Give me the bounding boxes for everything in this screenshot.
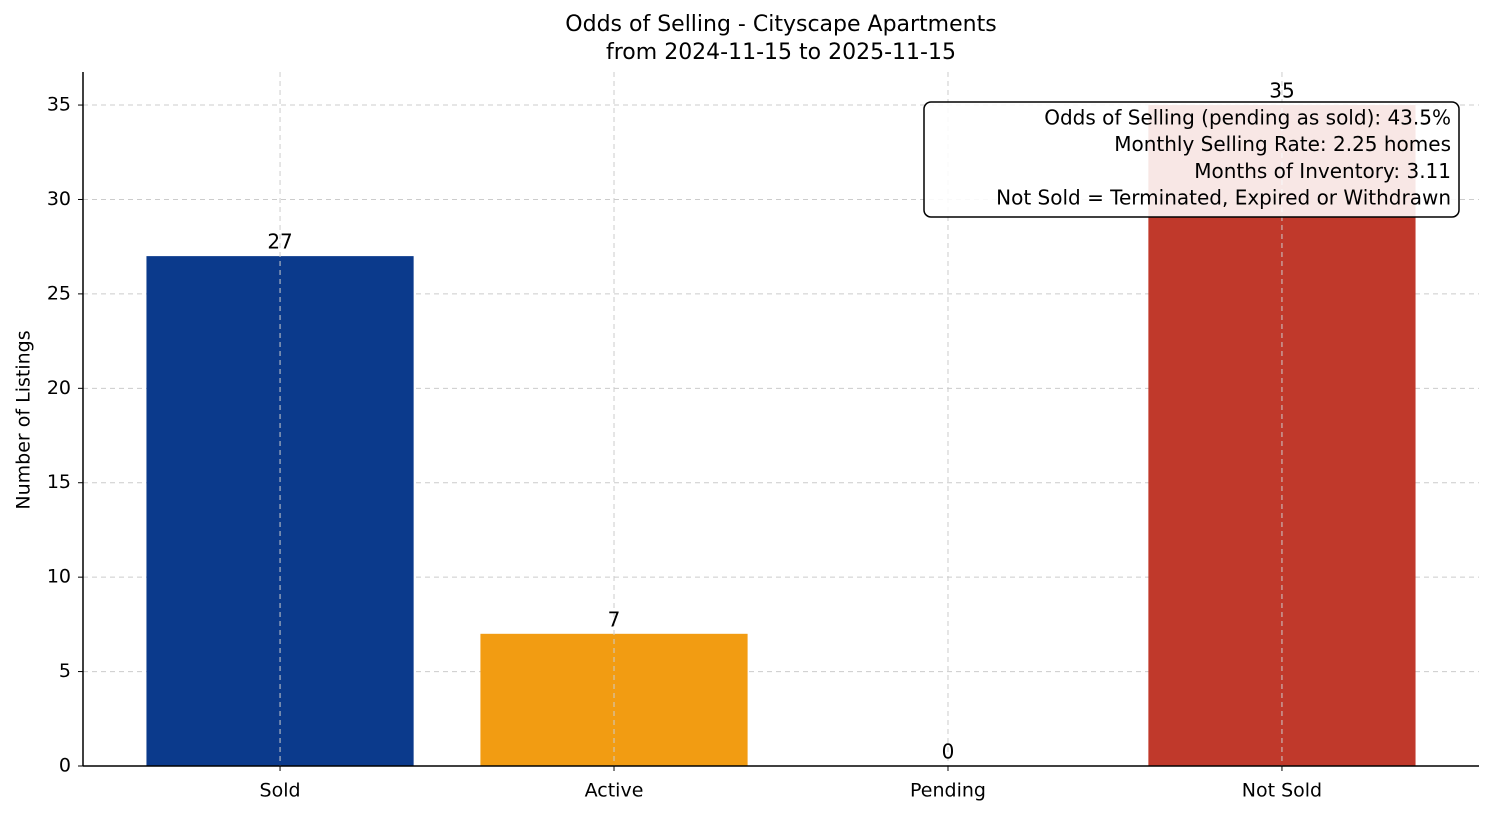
x-tick-label: Pending: [910, 780, 986, 802]
y-tick-label: 5: [59, 660, 71, 682]
x-tick-label: Active: [585, 780, 644, 802]
y-tick-label: 15: [47, 471, 71, 493]
value-label: 35: [1269, 79, 1294, 103]
y-tick-label: 10: [47, 566, 71, 588]
value-label: 27: [267, 230, 292, 254]
chart-title: Odds of Selling - Cityscape Apartments: [565, 12, 996, 37]
bar: [146, 256, 414, 766]
value-label: 0: [942, 740, 955, 764]
y-tick-label: 30: [47, 188, 71, 210]
annotation-line: Months of Inventory: 3.11: [1194, 159, 1451, 183]
y-tick-label: 0: [59, 755, 71, 777]
annotation-box: [923, 101, 1460, 218]
y-axis-label: Number of Listings: [13, 330, 35, 509]
y-tick-label: 35: [47, 94, 71, 116]
bar: [480, 633, 748, 766]
x-tick-label: Sold: [260, 780, 301, 802]
x-tick-label: Not Sold: [1242, 780, 1322, 802]
chart-subtitle: from 2024-11-15 to 2025-11-15: [606, 40, 956, 65]
annotation-line: Odds of Selling (pending as sold): 43.5%: [1044, 106, 1451, 130]
y-tick-label: 25: [47, 282, 71, 304]
annotation-line: Not Sold = Terminated, Expired or Withdr…: [996, 186, 1451, 210]
value-label: 7: [608, 607, 621, 631]
y-tick-label: 20: [47, 377, 71, 399]
annotation-line: Monthly Selling Rate: 2.25 homes: [1114, 132, 1451, 156]
